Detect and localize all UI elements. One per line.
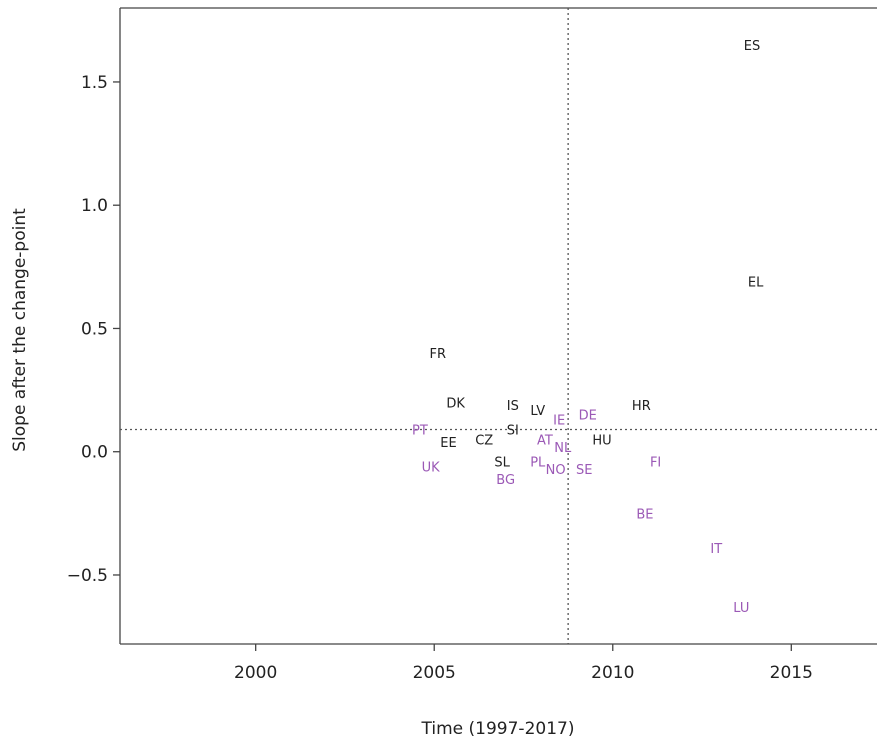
data-point-it: IT	[710, 542, 722, 557]
data-point-sl: SL	[494, 456, 510, 471]
x-tick-label: 2000	[234, 663, 277, 683]
data-point-es: ES	[744, 39, 760, 54]
y-tick-label: 0.0	[81, 443, 108, 463]
data-point-pt: PT	[412, 424, 428, 439]
y-ticks: −0.5 0.0 0.5 1.0 1.5	[67, 73, 120, 586]
data-point-hr: HR	[632, 399, 651, 414]
data-labels: ES EL FR DK HR IS LV DE IE PT SI EE CZ AT HU NL SL PL FI UK…	[412, 39, 764, 616]
data-point-at: AT	[537, 433, 553, 448]
y-tick-label: 0.5	[81, 319, 108, 339]
y-tick-label: 1.0	[81, 196, 108, 216]
data-point-lu: LU	[733, 601, 749, 616]
data-point-no: NO	[546, 463, 566, 478]
data-point-be: BE	[636, 507, 653, 522]
data-point-pl: PL	[530, 456, 546, 471]
x-tick-label: 2015	[770, 663, 813, 683]
data-point-el: EL	[748, 276, 764, 291]
data-point-ie: IE	[553, 414, 565, 429]
x-tick-label: 2005	[413, 663, 456, 683]
data-point-uk: UK	[422, 461, 441, 476]
data-point-cz: CZ	[475, 433, 493, 448]
data-point-bg: BG	[496, 473, 515, 488]
x-axis-title: Time (1997-2017)	[421, 719, 575, 739]
data-point-nl: NL	[554, 441, 572, 456]
data-point-fi: FI	[650, 456, 661, 471]
data-point-fr: FR	[430, 347, 447, 362]
data-point-hu: HU	[592, 433, 611, 448]
data-point-si: SI	[507, 424, 519, 439]
reference-lines	[120, 8, 877, 644]
y-tick-label: −0.5	[67, 566, 108, 586]
x-ticks: 2000 2005 2010 2015	[234, 644, 813, 683]
y-axis-title: Slope after the change-point	[10, 208, 30, 452]
y-tick-label: 1.5	[81, 73, 108, 93]
data-point-de: DE	[579, 409, 597, 424]
x-tick-label: 2010	[591, 663, 634, 683]
data-point-ee: EE	[440, 436, 456, 451]
data-point-se: SE	[576, 463, 592, 478]
data-point-is: IS	[507, 399, 519, 414]
data-point-lv: LV	[530, 404, 545, 419]
data-point-dk: DK	[446, 396, 465, 411]
